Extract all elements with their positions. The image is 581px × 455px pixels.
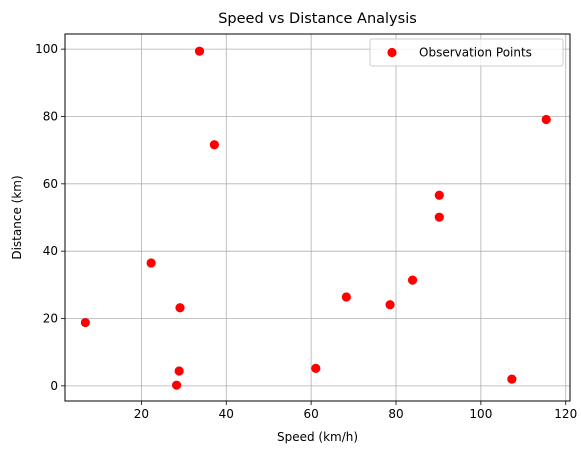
y-tick-label: 80 [43, 109, 58, 123]
plot-frame [64, 33, 571, 402]
legend-box [369, 38, 564, 67]
data-point [172, 380, 182, 390]
data-point [194, 46, 205, 56]
data-point [311, 363, 321, 373]
y-tick-label: 20 [43, 312, 58, 326]
scatter-series [80, 46, 551, 390]
y-axis-label: Distance (km) [10, 175, 24, 259]
data-point [174, 366, 184, 376]
x-tick-label: 120 [554, 407, 577, 421]
y-tick-label: 100 [35, 42, 58, 56]
x-tick-label: 60 [303, 407, 318, 421]
data-point [146, 258, 156, 268]
data-point [209, 140, 219, 150]
y-tick-label: 40 [43, 244, 58, 258]
legend-label: Observation Points [419, 46, 532, 60]
chart-title: Speed vs Distance Analysis [218, 11, 417, 27]
data-point [385, 300, 395, 310]
data-point [341, 292, 351, 302]
y-tick-label: 0 [50, 379, 58, 393]
data-point [434, 212, 444, 222]
data-point [80, 317, 90, 328]
data-point [407, 275, 418, 285]
x-tick-label: 100 [469, 407, 492, 421]
legend: Observation Points [369, 38, 564, 67]
x-axis-label: Speed (km/h) [277, 430, 358, 444]
y-tick-label: 60 [43, 177, 58, 191]
x-tick-label: 20 [134, 407, 149, 421]
data-point [434, 190, 444, 200]
data-point [507, 374, 517, 384]
data-point [541, 114, 551, 125]
x-tick-label: 80 [388, 407, 403, 421]
axis-ticks: 20 40 60 80 100 120 0 20 40 60 80 100 [35, 42, 577, 421]
x-tick-label: 40 [219, 407, 234, 421]
legend-marker [387, 47, 397, 58]
data-point [175, 303, 185, 313]
grid [65, 34, 570, 401]
